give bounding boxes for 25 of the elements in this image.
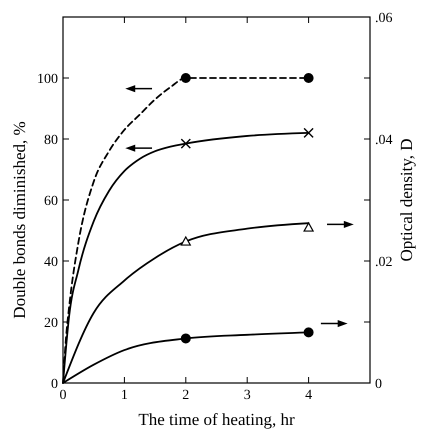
y-axis-title: Double bonds diminished, %: [10, 121, 29, 319]
y2-tick-label: 0: [375, 377, 382, 392]
y-tick-label: 40: [44, 255, 58, 270]
point: [304, 327, 314, 338]
point: [180, 138, 191, 149]
x-tick-label: 1: [120, 388, 128, 403]
point: [180, 73, 191, 83]
x-tick-label: 4: [305, 388, 312, 403]
y2-tick-label: .04: [375, 133, 392, 148]
y2-tick-label: .06: [375, 11, 392, 26]
point: [180, 333, 191, 344]
point: [303, 128, 314, 138]
y-tick-label: 0: [51, 377, 58, 392]
y2-tick-label: .02: [375, 255, 392, 270]
x-axis-title: The time of heating, hr: [138, 410, 295, 429]
point: [304, 222, 314, 232]
y-tick-label: 80: [44, 133, 58, 148]
y-tick-label: 60: [44, 194, 58, 209]
y-tick-label: 100: [37, 72, 58, 87]
point: [180, 236, 191, 246]
y2-axis-title: Optical density, D: [397, 138, 416, 262]
x-tick-label: 2: [182, 388, 190, 403]
point: [304, 73, 314, 83]
y-tick-label: 20: [44, 316, 58, 331]
x-tick-label: 3: [244, 388, 251, 403]
